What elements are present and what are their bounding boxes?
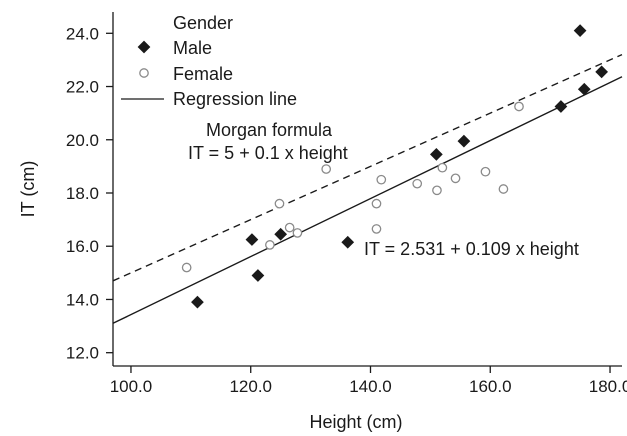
y-tick-label: 20.0 xyxy=(66,131,99,150)
regression-line xyxy=(112,76,623,324)
regression-annotation: IT = 2.531 + 0.109 x height xyxy=(364,239,579,259)
y-tick-label: 12.0 xyxy=(66,344,99,363)
legend: Gender Male Female Regression line xyxy=(121,13,297,109)
male-point xyxy=(251,269,265,282)
female-point xyxy=(371,224,382,234)
female-point xyxy=(514,101,524,112)
x-tick-label: 180.0 xyxy=(589,377,627,396)
x-tick-label: 120.0 xyxy=(229,377,272,396)
x-ticks: 100.0 120.0 140.0 160.0 180.0 xyxy=(110,366,627,396)
morgan-formula-line xyxy=(112,53,623,282)
male-point xyxy=(577,82,591,96)
legend-regression-label: Regression line xyxy=(173,89,297,109)
y-tick-label: 22.0 xyxy=(66,78,99,97)
male-point xyxy=(430,148,443,161)
y-tick-label: 14.0 xyxy=(66,290,99,309)
female-point xyxy=(437,162,448,173)
female-point xyxy=(480,166,491,177)
x-axis-label: Height (cm) xyxy=(309,412,402,432)
female-point xyxy=(432,185,442,196)
male-point xyxy=(245,233,259,246)
female-point xyxy=(412,178,423,189)
x-tick-label: 160.0 xyxy=(469,377,512,396)
female-point xyxy=(371,198,382,209)
y-tick-label: 18.0 xyxy=(66,184,99,203)
female-point xyxy=(321,164,332,174)
male-point xyxy=(554,100,568,113)
y-tick-label: 16.0 xyxy=(66,237,99,256)
legend-female-marker xyxy=(139,68,149,78)
female-point xyxy=(181,262,192,273)
female-point xyxy=(265,240,275,250)
male-point xyxy=(595,65,609,79)
y-tick-label: 24.0 xyxy=(66,24,99,43)
male-point xyxy=(191,295,204,309)
female-point xyxy=(274,198,285,209)
male-point xyxy=(457,134,471,148)
female-point xyxy=(450,173,461,184)
male-point xyxy=(341,235,355,249)
y-axis-label: IT (cm) xyxy=(18,161,38,218)
data-points xyxy=(181,24,609,309)
legend-male-label: Male xyxy=(173,38,212,58)
legend-female-label: Female xyxy=(173,64,233,84)
male-point xyxy=(573,24,587,37)
female-point xyxy=(376,174,387,185)
legend-male-marker xyxy=(137,40,151,54)
female-point xyxy=(292,228,303,238)
legend-title: Gender xyxy=(173,13,233,33)
x-tick-label: 100.0 xyxy=(110,377,153,396)
morgan-annotation-formula: IT = 5 + 0.1 x height xyxy=(188,143,348,163)
female-point xyxy=(498,184,509,194)
plot-area xyxy=(112,12,622,367)
morgan-annotation-title: Morgan formula xyxy=(206,120,333,140)
x-tick-label: 140.0 xyxy=(349,377,392,396)
male-point xyxy=(274,227,288,241)
fit-lines xyxy=(112,53,623,324)
y-ticks: 12.0 14.0 16.0 18.0 20.0 22.0 24.0 xyxy=(66,24,113,363)
female-point xyxy=(284,222,295,233)
